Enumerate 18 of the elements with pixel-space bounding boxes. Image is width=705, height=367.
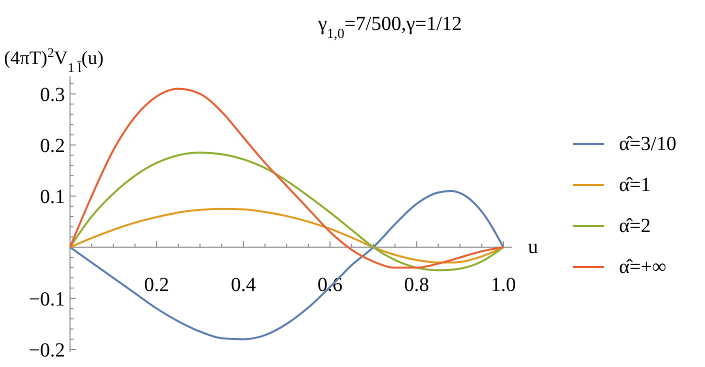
x-axis-title: u	[528, 236, 538, 258]
x-tick-label: 1.0	[490, 274, 516, 296]
legend-label: α̂=+∞	[619, 256, 666, 278]
y-tick-label: −0.1	[28, 288, 65, 310]
y-axis-title: (4πT)$^{2}$V$_{1 l̄}$(u)	[4, 44, 104, 74]
legend-label: α̂=2	[619, 215, 651, 237]
line-series	[69, 88, 504, 269]
y-tick-label: 0.3	[40, 84, 65, 106]
line-series	[69, 152, 504, 272]
legend-label: α̂=3/10	[619, 133, 676, 155]
x-tick-label: 0.8	[404, 274, 430, 296]
chart-title: γ$_{1,0}$=7/500,γ=1/12	[317, 13, 462, 42]
x-tick-label: 0.2	[144, 274, 170, 296]
x-tick-label: 0.4	[230, 274, 256, 296]
y-tick-label: −0.2	[28, 339, 65, 362]
y-tick-label: 0.2	[40, 135, 65, 157]
legend-label: α̂=1	[619, 174, 651, 196]
y-tick-label: 0.1	[40, 186, 65, 208]
